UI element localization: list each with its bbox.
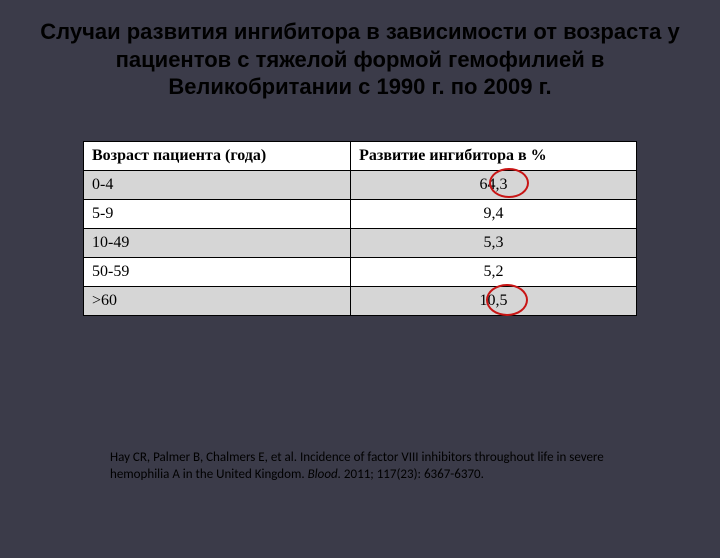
cell-age: 5-9 xyxy=(84,199,351,228)
table-row: 10-49 5,3 xyxy=(84,228,637,257)
data-table-wrap: Возраст пациента (года) Развитие ингибит… xyxy=(83,141,637,316)
cell-age: 50-59 xyxy=(84,257,351,286)
cell-value: 9,4 xyxy=(351,199,637,228)
table-row: 0-4 64,3 xyxy=(84,170,637,199)
cell-value: 10,5 xyxy=(351,286,637,315)
slide-title: Случаи развития ингибитора в зависимости… xyxy=(30,18,690,101)
citation-ref: 2011; 117(23): 6367-6370. xyxy=(341,467,484,482)
citation-journal: Blood. xyxy=(308,467,341,482)
data-table: Возраст пациента (года) Развитие ингибит… xyxy=(83,141,637,316)
col-header-value: Развитие ингибитора в % xyxy=(351,141,637,170)
table-row: >60 10,5 xyxy=(84,286,637,315)
cell-value: 5,3 xyxy=(351,228,637,257)
table-row: 5-9 9,4 xyxy=(84,199,637,228)
cell-age: >60 xyxy=(84,286,351,315)
cell-age: 10-49 xyxy=(84,228,351,257)
cell-value: 5,2 xyxy=(351,257,637,286)
table-row: 50-59 5,2 xyxy=(84,257,637,286)
cell-value: 64,3 xyxy=(351,170,637,199)
cell-age: 0-4 xyxy=(84,170,351,199)
col-header-age: Возраст пациента (года) xyxy=(84,141,351,170)
citation-authors: Hay CR, Palmer B, Chalmers E, et al. xyxy=(110,450,297,465)
citation: Hay CR, Palmer B, Chalmers E, et al. Inc… xyxy=(110,450,640,484)
